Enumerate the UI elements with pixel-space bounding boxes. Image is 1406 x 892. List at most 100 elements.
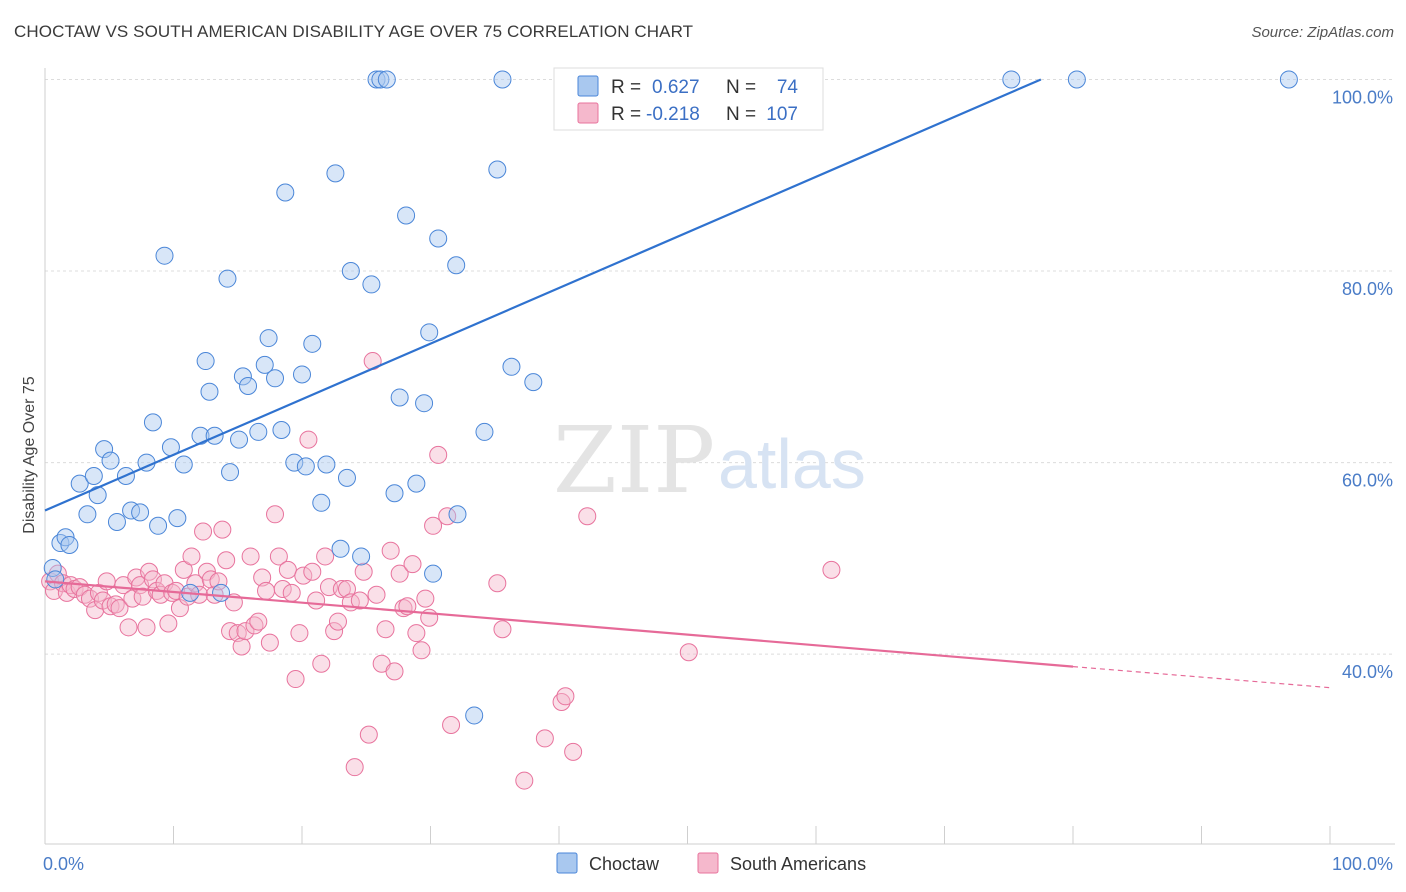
south-americans-point-43	[213, 520, 232, 539]
south-americans-point-10	[86, 601, 105, 620]
south-americans-point-72	[332, 580, 351, 599]
choctaw-point-58	[415, 394, 434, 413]
south-americans-point-99	[515, 771, 534, 790]
r-value-choctaw: 0.627	[652, 77, 700, 98]
south-americans-point-33	[174, 560, 193, 579]
watermark-zip: ZIP	[553, 407, 715, 514]
south-americans-point-45	[221, 622, 240, 641]
south-americans-point-59	[278, 560, 297, 579]
y-tick-labels: 40.0% 60.0% 80.0% 100.0%	[1332, 87, 1393, 682]
choctaw-point-13	[122, 501, 141, 520]
choctaw-point-24	[196, 352, 215, 371]
y-axis-label: Disability Age Over 75	[21, 376, 38, 534]
south-americans-point-63	[294, 566, 313, 585]
south-americans-point-82	[376, 620, 395, 639]
south-americans-point-25	[143, 570, 162, 589]
south-americans-trend-line	[44, 580, 1074, 668]
south-americans-point-36	[186, 574, 205, 593]
r-label-choctaw: R =	[611, 77, 641, 98]
choctaw-point-57	[407, 474, 426, 493]
legend-south-americans-swatch	[697, 852, 719, 874]
choctaw-point-11	[107, 512, 126, 531]
choctaw-point-41	[296, 457, 315, 476]
choctaw-point-68	[502, 357, 521, 376]
stats-legend: R = 0.627 N = 74 R = -0.218 N = 107	[553, 67, 824, 131]
choctaw-point-38	[276, 183, 295, 202]
choctaw-point-5	[70, 474, 89, 493]
south-americans-point-102	[556, 687, 575, 706]
south-americans-point-106	[822, 560, 841, 579]
choctaw-point-69	[524, 373, 543, 392]
south-americans-point-91	[416, 589, 435, 608]
south-americans-point-58	[273, 580, 292, 599]
south-americans-point-70	[325, 622, 344, 641]
choctaw-point-61	[429, 229, 448, 248]
x-tick-labels: 0.0% 100.0%	[43, 854, 1393, 874]
n-label-south-americans: N =	[726, 104, 756, 125]
south-americans-point-104	[578, 507, 597, 526]
series-legend: Choctaw South Americans	[556, 852, 866, 874]
choctaw-point-9	[95, 440, 114, 459]
choctaw-point-20	[168, 509, 187, 528]
choctaw-point-62	[447, 256, 466, 275]
choctaw-point-35	[259, 329, 278, 348]
choctaw-point-18	[155, 246, 174, 265]
south-americans-point-73	[337, 580, 356, 599]
south-americans-point-65	[303, 562, 322, 581]
south-americans-point-16	[110, 599, 129, 618]
x-tick-label-0: 0.0%	[43, 854, 84, 874]
south-americans-point-84	[385, 662, 404, 681]
trend-lines	[44, 78, 1331, 689]
choctaw-point-16	[143, 413, 162, 432]
south-americans-point-53	[253, 568, 272, 587]
x-tick-label-1: 100.0%	[1332, 854, 1393, 874]
legend-choctaw-swatch	[556, 852, 578, 874]
south-americans-point-56	[266, 505, 285, 524]
choctaw-swatch	[577, 75, 599, 97]
choctaw-point-53	[377, 70, 396, 89]
n-value-south-americans: 107	[766, 104, 798, 125]
choctaw-point-48	[341, 262, 360, 281]
choctaw-point-43	[312, 493, 331, 512]
choctaw-point-63	[448, 505, 467, 524]
choctaw-point-34	[255, 355, 274, 374]
source-label: Source: ZipAtlas.com	[1251, 24, 1394, 41]
south-americans-trend-extension	[1072, 665, 1331, 689]
south-americans-point-85	[390, 564, 409, 583]
south-americans-point-98	[493, 620, 512, 639]
south-americans-point-90	[412, 641, 431, 660]
choctaw-point-26	[205, 426, 224, 445]
r-value-south-americans: -0.218	[646, 104, 700, 125]
south-americans-swatch	[577, 102, 599, 124]
south-americans-point-71	[328, 612, 347, 631]
south-americans-point-62	[290, 624, 309, 643]
choctaw-point-39	[285, 453, 304, 472]
choctaw-point-14	[131, 503, 150, 522]
south-americans-point-77	[354, 562, 373, 581]
n-value-choctaw: 74	[777, 77, 799, 98]
watermark-atlas: atlas	[718, 425, 866, 503]
n-label-choctaw: N =	[726, 77, 756, 98]
south-americans-point-93	[424, 516, 443, 535]
choctaw-point-21	[174, 455, 193, 474]
choctaw-point-28	[218, 269, 237, 288]
south-americans-point-64	[299, 430, 318, 449]
south-americans-point-49	[236, 622, 255, 641]
south-americans-point-55	[260, 633, 279, 652]
choctaw-point-10	[101, 451, 120, 470]
choctaw-point-0	[43, 558, 62, 577]
choctaw-point-56	[397, 206, 416, 225]
south-americans-point-88	[403, 555, 422, 574]
grid-lines	[45, 78, 1395, 655]
y-tick-label-1: 60.0%	[1342, 471, 1393, 491]
south-americans-point-52	[249, 612, 268, 631]
choctaw-point-45	[326, 164, 345, 183]
choctaw-point-47	[337, 468, 356, 487]
choctaw-point-72	[1067, 70, 1086, 89]
choctaw-points	[43, 70, 1298, 725]
south-americans-point-29	[159, 614, 178, 633]
r-label-south-americans: R =	[611, 104, 641, 125]
south-americans-point-23	[137, 618, 156, 637]
south-americans-point-57	[269, 547, 288, 566]
